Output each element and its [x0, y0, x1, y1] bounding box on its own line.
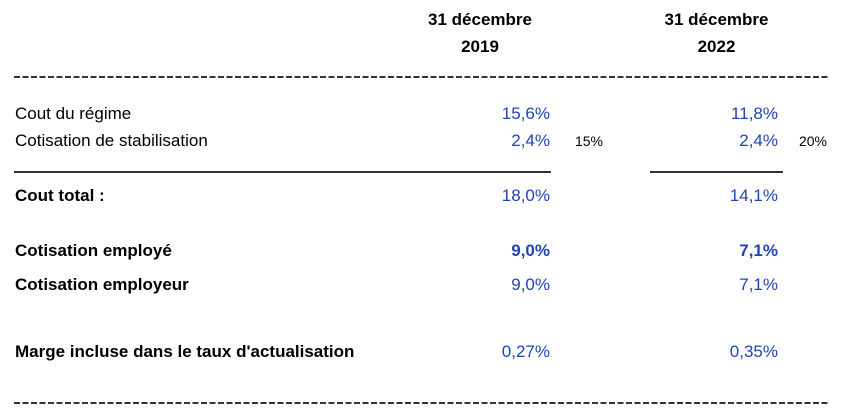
value-2022: 7,1%	[739, 275, 778, 294]
table-row: Marge incluse dans le taux d'actualisati…	[0, 340, 847, 364]
value-2019: 0,27%	[501, 342, 550, 361]
row-label: Cotisation employeur	[15, 275, 189, 294]
column-header-2022: 31 décembre 2022	[646, 6, 787, 60]
column-header-2019-line1: 31 décembre	[428, 10, 532, 29]
table-row: Cotisation employeur 9,0% 7,1%	[0, 273, 847, 297]
value-2022: 11,8%	[731, 104, 778, 123]
row-label: Cout du régime	[15, 104, 132, 123]
row-label: Cotisation employé	[15, 241, 172, 260]
row-label: Marge incluse dans le taux d'actualisati…	[15, 342, 355, 361]
row-label: Cout total :	[15, 186, 105, 205]
value-2019: 9,0%	[511, 275, 550, 294]
table-row: Cout du régime 15,6% 11,8%	[0, 102, 847, 126]
separator-dashed-top	[14, 76, 830, 78]
subtotal-rule-left	[14, 171, 551, 173]
table-row: Cotisation de stabilisation 2,4% 15% 2,4…	[0, 129, 847, 153]
column-header-2019: 31 décembre 2019	[410, 6, 550, 60]
value-2019: 15,6%	[501, 104, 550, 123]
table-row: Cotisation employé 9,0% 7,1%	[0, 239, 847, 263]
note-2022: 20%	[798, 133, 827, 149]
row-label: Cotisation de stabilisation	[15, 131, 208, 150]
separator-dashed-bottom	[14, 402, 830, 404]
value-2019: 2,4%	[511, 131, 550, 150]
note-2019: 15%	[574, 133, 603, 149]
subtotal-rule-right	[650, 171, 783, 173]
value-2019: 18,0%	[501, 186, 550, 205]
value-2022: 2,4%	[739, 131, 778, 150]
value-2019: 9,0%	[511, 241, 550, 260]
column-header-2022-line1: 31 décembre	[664, 10, 769, 29]
value-2022: 14,1%	[729, 186, 778, 205]
value-2022: 0,35%	[729, 342, 778, 361]
column-header-2022-line2: 2022	[697, 37, 736, 56]
table-row: Cout total : 18,0% 14,1%	[0, 184, 847, 208]
column-header-2019-line2: 2019	[461, 37, 499, 56]
value-2022: 7,1%	[739, 241, 778, 260]
